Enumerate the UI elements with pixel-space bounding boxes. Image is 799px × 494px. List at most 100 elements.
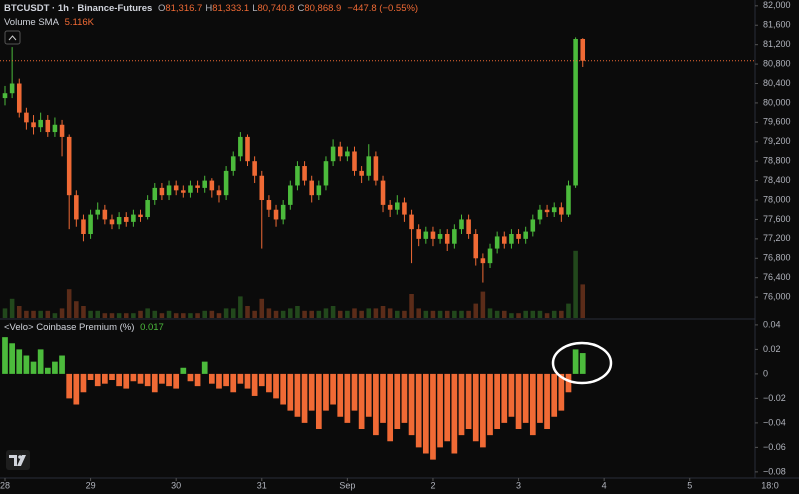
candle-body [252, 161, 257, 176]
volume-bar [309, 310, 314, 318]
volume-bar [566, 303, 571, 318]
premium-bar [572, 349, 579, 374]
volume-bar [74, 301, 79, 318]
candle-body [102, 209, 108, 220]
volume-label: Volume SMA [4, 17, 59, 28]
premium-bar [144, 373, 151, 387]
volume-bar [330, 306, 336, 318]
premium-bar [244, 373, 251, 389]
premium-bar [87, 373, 94, 381]
candle-body [195, 185, 200, 188]
volume-bar [366, 308, 372, 318]
candle-body [387, 204, 393, 210]
change: −447.8 (−0.55%) [347, 3, 419, 14]
y-tick-label: 82,000 [763, 0, 791, 10]
y-tick-label: 0 [763, 368, 768, 378]
y-tick-label: 78,400 [763, 175, 791, 185]
premium-bar [287, 373, 294, 411]
candle-body [230, 156, 236, 171]
premium-bar [52, 361, 58, 374]
ohlc-legend: O81,316.7 H81,333.1 L80,740.8 C80,868.9 [158, 3, 344, 14]
y-tick-label: 80,400 [763, 78, 791, 88]
ohlc-value: 80,868.9 [304, 3, 342, 14]
candle-body [109, 219, 115, 225]
premium-bar [494, 373, 501, 430]
candle-body [16, 83, 22, 113]
premium-bar [387, 373, 394, 442]
x-tick-label: 31 [257, 480, 267, 490]
volume-bar [559, 310, 564, 318]
candle-body [288, 185, 293, 205]
candle-body [2, 93, 8, 99]
candle-body [530, 219, 536, 232]
candle-body [202, 180, 207, 188]
candle-body [544, 209, 550, 213]
candle-body [188, 185, 193, 193]
candle-body [123, 217, 129, 222]
candle-body [309, 180, 314, 196]
premium-bar [258, 373, 265, 387]
premium-bar [358, 373, 365, 430]
candle-body [566, 185, 571, 215]
volume-bar [95, 310, 101, 318]
volume-bar [444, 310, 450, 318]
collapse-button[interactable] [4, 30, 21, 45]
candle-body [66, 136, 72, 196]
candle-body [352, 151, 357, 171]
candle-body [181, 190, 186, 193]
candle-body [416, 229, 421, 239]
candle-body [330, 146, 336, 162]
candle-body [145, 200, 150, 218]
candle-body [266, 200, 272, 210]
premium-bar [16, 349, 23, 374]
candle-body [573, 38, 578, 186]
volume-bar [109, 313, 115, 318]
volume-bar [544, 313, 550, 318]
ohlc-key: O [157, 3, 166, 14]
candle-body [245, 136, 250, 162]
premium-bar [109, 373, 115, 381]
premium-bar [23, 355, 30, 374]
candle-body [516, 234, 521, 239]
premium-bar [194, 373, 201, 387]
volume-bar [402, 310, 407, 318]
premium-bar [344, 373, 351, 423]
premium-bar [465, 373, 472, 430]
volume-bar [430, 310, 436, 318]
y-tick-label: 77,600 [763, 214, 791, 224]
premium-bar [544, 373, 550, 430]
premium-bar [472, 373, 479, 442]
candle-body [559, 207, 564, 215]
candle-body [24, 112, 29, 123]
candle-body [437, 234, 443, 239]
premium-bar [59, 355, 65, 374]
x-tick-label: 28 [0, 480, 10, 490]
volume-bar [138, 310, 143, 318]
candle-body [74, 195, 79, 220]
premium-bar [501, 373, 508, 423]
volume-bar [116, 313, 122, 318]
collapse-icon [8, 35, 17, 41]
volume-bar [202, 310, 207, 318]
volume-sma: 5.116K [64, 17, 94, 28]
volume-bar [387, 308, 393, 318]
premium-bar [223, 373, 229, 387]
volume-bar [345, 310, 350, 318]
premium-bar [187, 373, 194, 382]
volume-bar [523, 310, 528, 318]
x-tick-label: 29 [86, 480, 96, 490]
volume-bar [223, 308, 229, 318]
premium-bar [558, 373, 565, 411]
x-tick-label: 3 [516, 480, 521, 490]
premium-bar [579, 353, 586, 374]
symbol-legend: BTCUSDT · 1h · Binance-Futures O81,316.7… [4, 3, 421, 14]
premium-bar [2, 337, 8, 374]
candle-body [366, 156, 372, 176]
volume-bar [409, 294, 414, 318]
volume-bar [487, 308, 493, 318]
premium-title: <Velo> Coinbase Premium (%) [4, 322, 135, 333]
y-tick-label: 77,200 [763, 233, 791, 243]
volume-bar [209, 310, 215, 318]
premium-bar [180, 367, 187, 374]
